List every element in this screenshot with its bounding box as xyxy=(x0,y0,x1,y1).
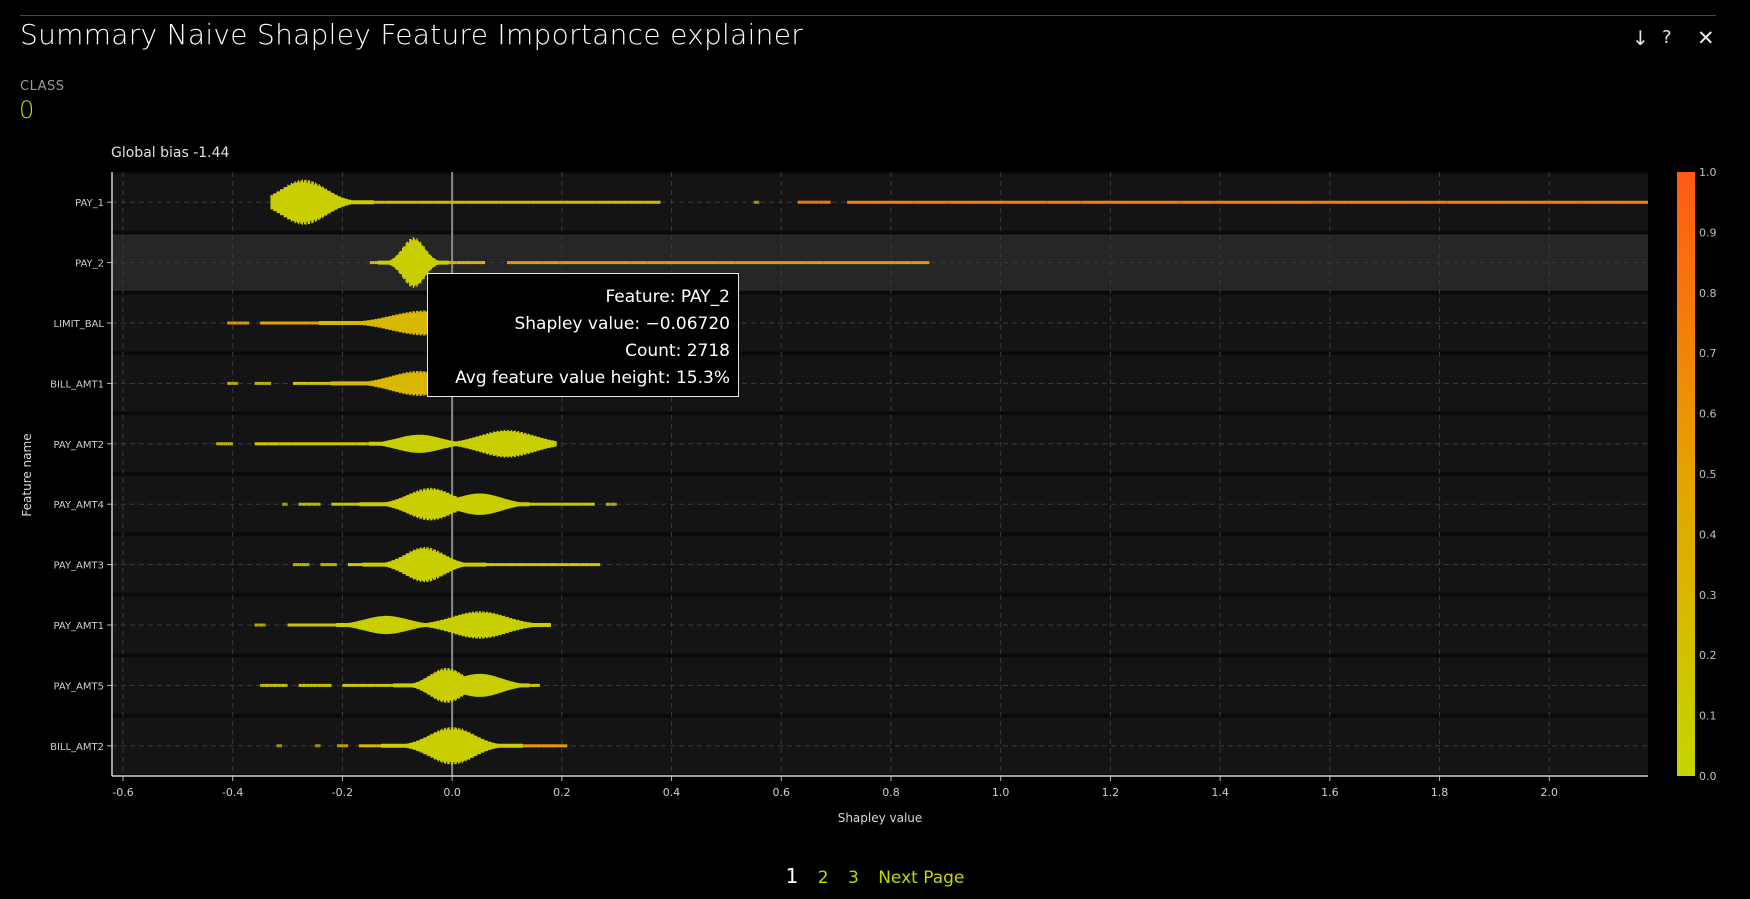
x-tick-label: 0.6 xyxy=(773,786,791,799)
y-tick-label-pay_amt4: PAY_AMT4 xyxy=(53,500,104,511)
y-tick-label-pay_amt3: PAY_AMT3 xyxy=(53,561,104,572)
beeswarm-pay_amt5[interactable] xyxy=(260,668,540,703)
y-tick-label-pay_amt5: PAY_AMT5 xyxy=(53,681,104,692)
colorbar-tick-label: 0.8 xyxy=(1699,287,1717,300)
tooltip-count: Count: 2718 xyxy=(625,341,730,361)
x-tick-label: 1.4 xyxy=(1211,786,1229,799)
density-blob xyxy=(270,179,374,225)
colorbar-tick-label: 1.0 xyxy=(1699,166,1717,179)
density-blob xyxy=(381,727,523,765)
x-tick-label: -0.4 xyxy=(222,786,243,799)
y-tick-label-pay_amt1: PAY_AMT1 xyxy=(53,621,104,632)
density-blob-secondary xyxy=(429,493,530,515)
y-tick-label-bill_amt2: BILL_AMT2 xyxy=(50,742,104,753)
class-selector[interactable]: 0 xyxy=(19,96,35,124)
next-page-link[interactable]: Next Page xyxy=(878,868,965,888)
beeswarm-limit_bal[interactable] xyxy=(227,310,464,336)
colorbar-tick-label: 0.1 xyxy=(1699,710,1717,723)
header-divider xyxy=(20,15,1716,16)
colorbar-tick-label: 0.5 xyxy=(1699,468,1717,481)
global-bias-annotation: Global bias -1.44 xyxy=(111,145,230,161)
pagination: 1 2 3 Next Page xyxy=(0,864,1750,888)
colorbar-tick-label: 0.9 xyxy=(1699,226,1717,239)
x-tick-label: 1.0 xyxy=(992,786,1010,799)
colorbar-tick-label: 0.4 xyxy=(1699,528,1717,541)
colorbar xyxy=(1677,172,1695,776)
y-tick-label-pay_2: PAY_2 xyxy=(75,259,104,270)
y-tick-label-limit_bal: LIMIT_BAL xyxy=(54,319,105,330)
beeswarm-pay_amt1[interactable] xyxy=(254,611,551,639)
beeswarm-bill_amt2[interactable] xyxy=(276,727,568,765)
density-blob-secondary xyxy=(369,434,469,453)
close-icon[interactable]: ✕ xyxy=(1697,26,1715,50)
colorbar-tick-label: 0.0 xyxy=(1699,770,1717,783)
y-tick-label-bill_amt1: BILL_AMT1 xyxy=(50,379,104,390)
colorbar-tick-label: 0.2 xyxy=(1699,649,1717,662)
help-icon[interactable]: ? xyxy=(1662,27,1672,48)
density-blob-secondary xyxy=(429,673,530,697)
tooltip-shapley-value: Shapley value: −0.06720 xyxy=(514,314,730,334)
page-1-link[interactable]: 1 xyxy=(785,864,799,888)
x-tick-label: 1.6 xyxy=(1321,786,1339,799)
tooltip-avg-height: Avg feature value height: 15.3% xyxy=(455,368,730,388)
density-blob xyxy=(377,237,449,288)
x-tick-label: -0.2 xyxy=(332,786,353,799)
density-blob xyxy=(362,547,487,583)
y-tick-label-pay_amt2: PAY_AMT2 xyxy=(53,440,104,451)
page-2-link[interactable]: 2 xyxy=(817,868,829,888)
x-tick-label: 0.2 xyxy=(553,786,571,799)
x-tick-label: 0.8 xyxy=(882,786,900,799)
beeswarm-pay_2[interactable] xyxy=(369,237,930,288)
page-title: Summary Naive Shapley Feature Importance… xyxy=(20,18,804,51)
beeswarm-pay_amt2[interactable] xyxy=(216,429,557,458)
density-blob-secondary xyxy=(336,615,436,635)
x-tick-label: 0.4 xyxy=(663,786,681,799)
beeswarm-pay_1[interactable] xyxy=(270,179,1648,225)
beeswarm-pay_amt4[interactable] xyxy=(282,487,617,521)
x-tick-label: -0.6 xyxy=(112,786,133,799)
x-tick-label: 1.2 xyxy=(1102,786,1120,799)
class-label: CLASS xyxy=(20,79,65,94)
colorbar-tick-label: 0.6 xyxy=(1699,408,1717,421)
beeswarm-pay_amt3[interactable] xyxy=(293,547,601,583)
x-tick-label: 0.0 xyxy=(443,786,461,799)
colorbar-tick-label: 0.3 xyxy=(1699,589,1717,602)
page-3-link[interactable]: 3 xyxy=(847,868,859,888)
tooltip-feature: Feature: PAY_2 xyxy=(605,287,730,307)
x-axis-title: Shapley value xyxy=(837,811,923,825)
x-tick-label: 1.8 xyxy=(1431,786,1449,799)
y-tick-label-pay_1: PAY_1 xyxy=(75,198,104,209)
colorbar-tick-label: 0.7 xyxy=(1699,347,1717,360)
download-icon[interactable]: ↓ xyxy=(1632,26,1649,50)
hover-tooltip: Feature: PAY_2 Shapley value: −0.06720 C… xyxy=(427,273,739,397)
x-tick-label: 2.0 xyxy=(1541,786,1559,799)
